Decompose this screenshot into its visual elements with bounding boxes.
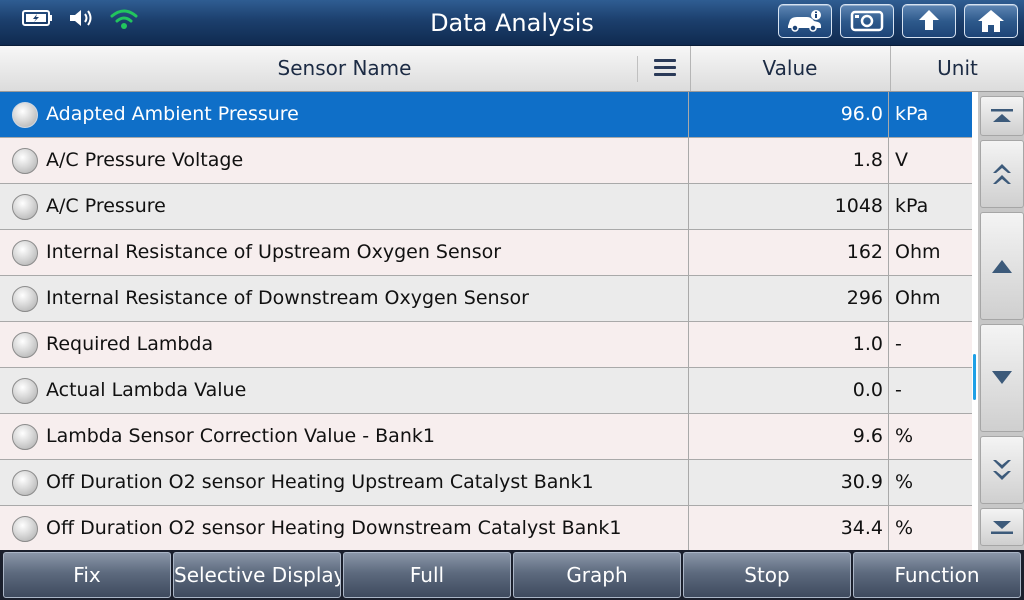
table-row[interactable]: Internal Resistance of Upstream Oxygen S… (0, 230, 972, 276)
sensor-unit: % (895, 471, 914, 493)
back-button[interactable] (902, 4, 956, 38)
function-button[interactable]: Function (853, 552, 1021, 598)
selective-display-button[interactable]: Selective Display (173, 552, 341, 598)
row-radio[interactable] (12, 516, 38, 542)
row-radio[interactable] (12, 286, 38, 312)
table-row[interactable]: Adapted Ambient Pressure 96.0 kPa (0, 92, 972, 138)
row-radio[interactable] (12, 332, 38, 358)
title-toolbar (778, 4, 1018, 38)
table-row[interactable]: Off Duration O2 sensor Heating Upstream … (0, 460, 972, 506)
fix-button[interactable]: Fix (3, 552, 171, 598)
home-button[interactable] (964, 4, 1018, 38)
vehicle-info-button[interactable] (778, 4, 832, 38)
sensor-value: 1048 (690, 184, 889, 229)
page-up-button[interactable] (980, 140, 1024, 208)
table-row[interactable]: A/C Pressure 1048 kPa (0, 184, 972, 230)
home-icon (976, 8, 1006, 34)
scroll-bottom-icon (989, 517, 1015, 537)
table-row[interactable]: Actual Lambda Value 0.0 - (0, 368, 972, 414)
row-radio[interactable] (12, 102, 38, 128)
scroll-top-icon (989, 106, 1015, 126)
sensor-unit: % (895, 517, 914, 539)
title-bar: Data Analysis (0, 0, 1024, 46)
scroll-thumb[interactable] (973, 354, 976, 400)
sensor-value: 296 (690, 276, 889, 321)
page-down-icon (989, 456, 1015, 484)
row-radio[interactable] (12, 148, 38, 174)
table-row[interactable]: Required Lambda 1.0 - (0, 322, 972, 368)
status-icons (22, 7, 138, 33)
sensor-name: A/C Pressure (0, 184, 689, 229)
bottom-toolbar: Fix Selective Display Full Graph Stop Fu… (0, 550, 1024, 600)
line-down-icon (990, 369, 1014, 387)
sensor-name: Off Duration O2 sensor Heating Downstrea… (0, 506, 689, 550)
sensor-unit: % (895, 425, 914, 447)
row-radio[interactable] (12, 424, 38, 450)
table-row[interactable]: Internal Resistance of Downstream Oxygen… (0, 276, 972, 322)
sensor-unit: V (895, 149, 908, 171)
line-down-button[interactable] (980, 324, 1024, 432)
sensor-value: 9.6 (690, 414, 889, 459)
speaker-icon (68, 7, 96, 33)
scroll-bottom-button[interactable] (980, 508, 1024, 546)
screenshot-icon (849, 8, 885, 34)
sensor-name: Required Lambda (0, 322, 689, 367)
table-row[interactable]: Lambda Sensor Correction Value - Bank1 9… (0, 414, 972, 460)
sensor-unit: Ohm (895, 241, 941, 263)
scroll-top-button[interactable] (980, 96, 1024, 136)
sensor-value: 30.9 (690, 460, 889, 505)
sensor-value: 162 (690, 230, 889, 275)
sensor-value: 1.0 (690, 322, 889, 367)
sensor-unit: Ohm (895, 287, 941, 309)
row-radio[interactable] (12, 194, 38, 220)
page-title: Data Analysis (430, 9, 594, 37)
header-divider (637, 56, 638, 82)
scroll-track (972, 92, 978, 550)
page-down-button[interactable] (980, 436, 1024, 504)
table-header: Sensor Name Value Unit (0, 46, 1024, 92)
column-header-unit: Unit (890, 46, 1024, 91)
table-row[interactable]: A/C Pressure Voltage 1.8 V (0, 138, 972, 184)
graph-button[interactable]: Graph (513, 552, 681, 598)
sensor-table: Adapted Ambient Pressure 96.0 kPa A/C Pr… (0, 92, 972, 550)
sensor-name: A/C Pressure Voltage (0, 138, 689, 183)
sensor-name: Lambda Sensor Correction Value - Bank1 (0, 414, 689, 459)
column-header-value: Value (690, 46, 889, 91)
sensor-name: Off Duration O2 sensor Heating Upstream … (0, 460, 689, 505)
sensor-value: 1.8 (690, 138, 889, 183)
battery-charging-icon (22, 9, 54, 31)
column-header-sensor-name: Sensor Name (277, 56, 412, 80)
sensor-value: 0.0 (690, 368, 889, 413)
sensor-name: Actual Lambda Value (0, 368, 689, 413)
sensor-unit: kPa (895, 195, 929, 217)
sensor-unit: - (895, 333, 902, 355)
sensor-name: Internal Resistance of Upstream Oxygen S… (0, 230, 689, 275)
sensor-value: 34.4 (690, 506, 889, 550)
row-radio[interactable] (12, 470, 38, 496)
page-up-icon (989, 160, 1015, 188)
menu-icon[interactable] (654, 58, 676, 78)
sensor-name: Internal Resistance of Downstream Oxygen… (0, 276, 689, 321)
back-icon (914, 8, 944, 34)
sensor-unit: - (895, 379, 902, 401)
line-up-button[interactable] (980, 212, 1024, 320)
full-button[interactable]: Full (343, 552, 511, 598)
sensor-unit: kPa (895, 103, 929, 125)
line-up-icon (990, 257, 1014, 275)
stop-button[interactable]: Stop (683, 552, 851, 598)
wifi-icon (110, 6, 138, 34)
row-radio[interactable] (12, 378, 38, 404)
row-radio[interactable] (12, 240, 38, 266)
vehicle-info-icon (785, 9, 825, 33)
sensor-value: 96.0 (690, 92, 889, 137)
table-row[interactable]: Off Duration O2 sensor Heating Downstrea… (0, 506, 972, 550)
scroll-panel (978, 92, 1024, 550)
sensor-name: Adapted Ambient Pressure (0, 92, 689, 137)
screenshot-button[interactable] (840, 4, 894, 38)
